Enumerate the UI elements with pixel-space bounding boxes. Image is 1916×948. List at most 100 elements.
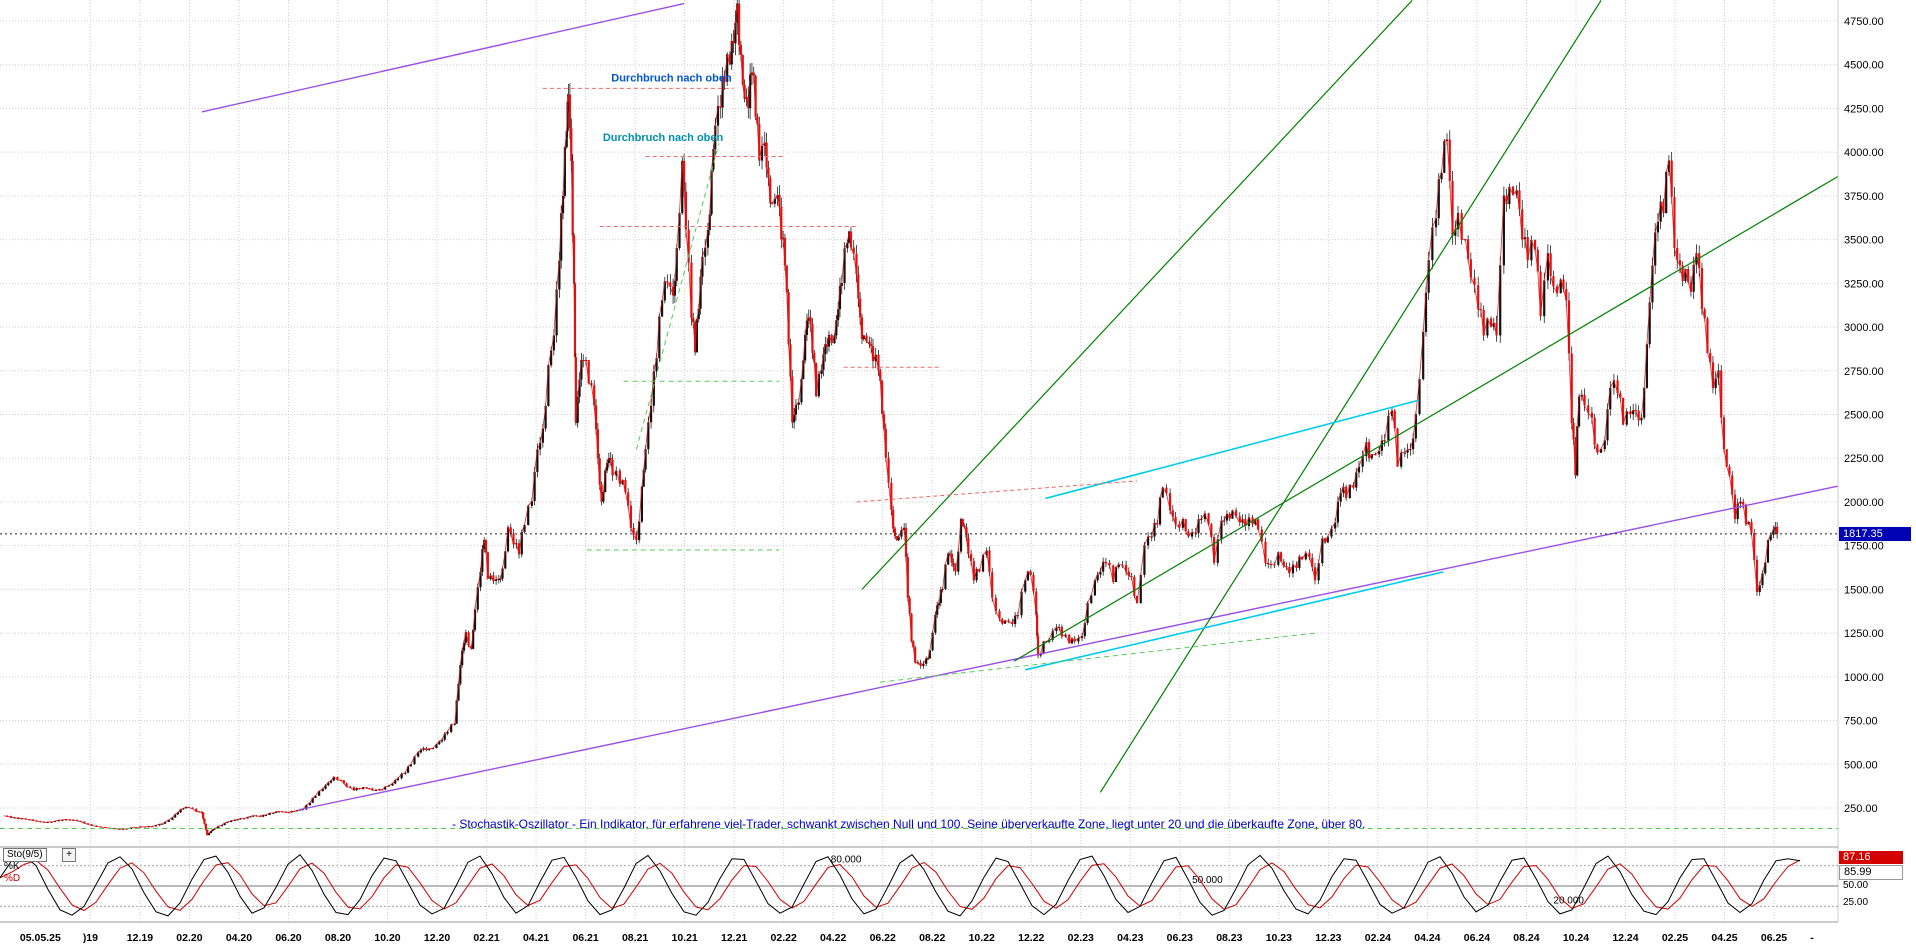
candle-body	[1220, 520, 1223, 540]
candle-body	[272, 812, 275, 814]
trendline-cyan-upper[interactable]	[1045, 399, 1418, 500]
candle-body	[849, 231, 853, 248]
candle-body	[1135, 595, 1139, 604]
candle-body	[391, 783, 394, 786]
candle-body	[687, 229, 690, 263]
candle-body	[329, 780, 333, 783]
candle-body	[1077, 637, 1080, 642]
candle-body	[837, 309, 840, 321]
candle-body	[1709, 352, 1712, 363]
candle-body	[1505, 195, 1508, 205]
candle-body	[226, 821, 229, 823]
candle-body	[568, 94, 572, 129]
candle-body	[1133, 576, 1136, 596]
candle-body	[1282, 561, 1285, 567]
trendline-violet-long-support[interactable]	[298, 485, 1838, 811]
candle-body	[1139, 574, 1142, 604]
trendline-lightgreen-diagonal-peak[interactable]	[635, 143, 720, 450]
candle-body	[1643, 387, 1646, 418]
candle-body	[893, 528, 897, 537]
trendline-cyan-lower[interactable]	[1025, 571, 1444, 671]
candle-body	[527, 505, 530, 526]
candle-body	[1345, 486, 1348, 499]
candle-body	[550, 350, 553, 366]
candle-body	[1549, 253, 1552, 277]
trendline-violet-upper-channel[interactable]	[201, 2, 685, 113]
trendline-green-steep-2[interactable]	[1099, 0, 1602, 793]
candle-body	[1339, 492, 1342, 502]
candle-body	[64, 819, 68, 821]
candle-body	[1264, 541, 1267, 563]
candle-body	[817, 374, 820, 397]
indicator-label[interactable]: Sto(9/5)	[3, 848, 47, 862]
candle-body	[596, 429, 599, 459]
candle-body	[1042, 641, 1045, 654]
oscillator-axis-label-50: 50.00	[1843, 880, 1869, 891]
candle-body	[1409, 449, 1412, 451]
candle-body	[1761, 573, 1764, 586]
candle-body	[783, 237, 787, 266]
candle-body	[593, 385, 596, 406]
candle-body	[663, 281, 666, 301]
candle-body	[1124, 564, 1128, 572]
candle-body	[57, 820, 60, 822]
candle-body	[453, 723, 456, 725]
candle-body	[1026, 571, 1030, 581]
candle-body	[1714, 378, 1717, 388]
candle-body	[1291, 564, 1295, 574]
candle-body	[1606, 409, 1609, 441]
trendline-lightgreen-sloped-low[interactable]	[880, 632, 1316, 683]
candle-body	[843, 248, 846, 283]
candle-body	[590, 383, 593, 386]
candle-body	[1698, 253, 1701, 269]
candle-body	[1482, 309, 1485, 336]
candle-body	[1555, 286, 1559, 294]
candle-body	[365, 787, 368, 789]
candle-body	[906, 557, 909, 598]
stochastic-k-line	[0, 853, 1801, 917]
trendline-red-sloped-2000[interactable]	[856, 480, 1138, 503]
candle-body	[848, 231, 851, 243]
annotation-text-1[interactable]: Durchbruch nach oben	[611, 73, 732, 85]
candle-body	[139, 826, 142, 828]
candle-body	[879, 370, 882, 382]
candle-body	[417, 752, 420, 757]
annotation-text-2[interactable]: Durchbruch nach oben	[603, 132, 724, 144]
candle-body	[1546, 253, 1549, 281]
trendline-green-long[interactable]	[1013, 176, 1838, 662]
candle-body	[716, 106, 720, 126]
candle-body	[147, 826, 150, 828]
candle-body	[1330, 528, 1333, 537]
candle-body	[970, 554, 973, 562]
trendline-green-steep-1[interactable]	[861, 0, 1413, 590]
date-axis-label: 02.24	[1365, 932, 1391, 944]
candle-body	[666, 281, 669, 283]
candle-body	[1640, 417, 1643, 421]
date-axis-label: 12.19	[127, 932, 153, 944]
candle-body	[476, 587, 479, 610]
candle-body	[914, 647, 917, 663]
candle-body	[638, 521, 641, 541]
candle-body	[262, 815, 265, 817]
candle-body	[1711, 362, 1715, 388]
candle-body	[461, 650, 464, 666]
indicator-expand-icon[interactable]: +	[62, 848, 76, 862]
candle-body	[1414, 414, 1417, 439]
date-axis-label: 04.25	[1711, 932, 1737, 944]
candle-body	[699, 276, 702, 309]
candle-body	[1231, 510, 1234, 519]
candle-body	[573, 283, 577, 358]
candle-body	[752, 72, 755, 76]
candle-body	[1728, 466, 1731, 476]
candle-body	[897, 536, 900, 541]
candle-body	[561, 195, 565, 214]
candle-body	[1632, 410, 1635, 415]
candle-body	[870, 344, 873, 347]
candle-body	[1277, 552, 1280, 565]
price-axis-label: 1500.00	[1844, 584, 1884, 596]
candle-body	[1348, 484, 1351, 499]
candle-body	[778, 195, 781, 207]
candle-body	[936, 605, 939, 615]
candle-body	[1750, 521, 1753, 534]
